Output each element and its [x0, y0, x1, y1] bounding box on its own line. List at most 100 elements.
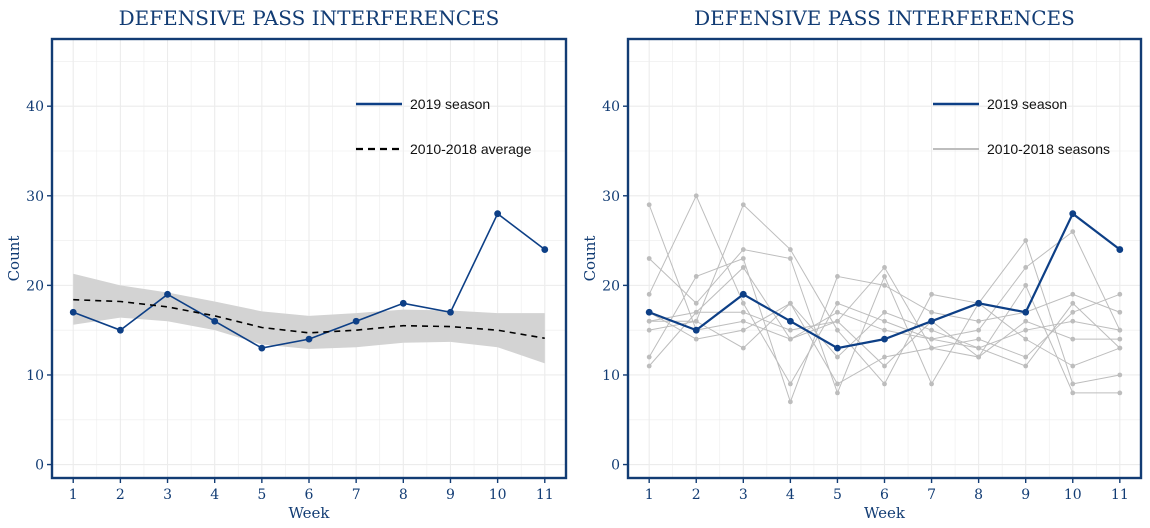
legend-label-average: 2010-2018 average — [410, 141, 532, 157]
history-season-point — [835, 327, 840, 333]
y-tick-label: 30 — [26, 189, 44, 205]
history-season-point — [882, 282, 887, 288]
history-season-point — [740, 247, 746, 252]
history-season-point — [929, 381, 934, 387]
season-2019-point — [211, 317, 219, 325]
history-season-point — [1070, 300, 1076, 306]
legend: 2019 season 2010-2018 average — [356, 96, 532, 157]
history-season-point — [1070, 318, 1076, 324]
history-season-point — [976, 354, 982, 360]
history-season-point — [1023, 265, 1029, 270]
history-season-point — [882, 363, 887, 369]
history-season-point — [693, 318, 699, 324]
season-2019-point — [305, 335, 313, 343]
history-season-point — [740, 202, 746, 208]
history-season-point — [1023, 336, 1029, 342]
history-season-point — [929, 345, 934, 351]
history-season-point — [1070, 229, 1076, 235]
season-2019-point — [1022, 308, 1030, 316]
x-tick-label: 11 — [536, 487, 554, 503]
history-season-point — [835, 390, 840, 396]
average-line — [73, 298, 545, 340]
x-tick-label: 9 — [1021, 487, 1030, 503]
x-tick-label: 10 — [1064, 487, 1082, 503]
history-season-point — [1070, 381, 1076, 387]
season-2019-point — [975, 299, 983, 307]
history-season-point — [882, 381, 887, 387]
legend-label-2019-season: 2019 season — [410, 96, 490, 112]
y-tick-label: 0 — [35, 458, 44, 474]
history-season-point — [740, 309, 746, 315]
history-season-point — [787, 247, 793, 252]
x-tick-label: 2 — [116, 487, 125, 503]
history-season-point — [929, 336, 934, 342]
history-season-point — [835, 274, 840, 279]
history-season-point — [882, 309, 887, 315]
history-season-point — [693, 193, 699, 199]
history-season-point — [1023, 318, 1029, 324]
history-season-point — [1070, 309, 1076, 315]
season-2019-point — [786, 317, 794, 325]
y-tick-label: 40 — [26, 99, 44, 115]
y-axis-title: Count — [581, 236, 599, 282]
history-season-point — [787, 336, 793, 342]
y-tick-label: 20 — [26, 278, 44, 294]
y-tick-label: 40 — [602, 99, 620, 115]
history-season-point — [929, 291, 934, 297]
legend-label-2019-season: 2019 season — [987, 96, 1067, 112]
x-axis-title: Week — [288, 504, 330, 522]
history-season-point — [929, 327, 934, 333]
history-season-point — [646, 291, 652, 297]
season-2019-point — [258, 344, 266, 352]
history-season-point — [882, 318, 887, 324]
history-season-point — [740, 318, 746, 324]
history-season-point — [1117, 291, 1123, 297]
history-season-point — [835, 354, 840, 360]
history-season-point — [693, 274, 699, 279]
season-2019-point — [164, 290, 171, 298]
x-tick-label: 9 — [446, 487, 455, 503]
y-tick-label: 10 — [26, 368, 44, 384]
history-season-point — [835, 318, 840, 324]
season-2019-point — [928, 317, 935, 325]
history-season-point — [976, 318, 982, 324]
y-tick-label: 10 — [602, 368, 620, 384]
history-season-point — [646, 256, 652, 261]
history-season-point — [976, 327, 982, 333]
x-tick-label: 3 — [163, 487, 172, 503]
season-2019-point — [881, 335, 888, 343]
season-2019-point — [645, 308, 653, 316]
history-season-point — [740, 265, 746, 270]
history-season-point — [646, 327, 652, 333]
season-2019-point — [541, 246, 549, 253]
history-season-point — [646, 354, 652, 360]
season-2019-point — [494, 210, 502, 218]
history-season-point — [1070, 363, 1076, 369]
history-season-point — [882, 327, 887, 333]
history-season-point — [787, 399, 793, 405]
history-season-point — [1023, 327, 1029, 333]
history-season-point — [1117, 372, 1123, 378]
y-tick-label: 30 — [602, 189, 620, 205]
x-tick-label: 8 — [399, 487, 408, 503]
season-2019-point — [1116, 246, 1124, 253]
season-2019-point — [739, 290, 747, 298]
x-tick-label: 1 — [645, 487, 654, 503]
history-season-point — [693, 300, 699, 306]
x-tick-label: 2 — [692, 487, 701, 503]
y-tick-label: 0 — [611, 458, 620, 474]
history-season-point — [1070, 291, 1076, 297]
legend-label-history: 2010-2018 seasons — [987, 141, 1110, 157]
history-season-point — [787, 327, 793, 333]
x-tick-label: 8 — [974, 487, 983, 503]
history-season-point — [646, 318, 652, 324]
history-season-point — [787, 256, 793, 261]
history-season-point — [1070, 390, 1076, 396]
history-season-point — [1117, 345, 1123, 351]
history-season-point — [1023, 354, 1029, 360]
x-tick-label: 6 — [880, 487, 889, 503]
grid-lines — [628, 39, 1141, 478]
x-tick-label: 6 — [305, 487, 314, 503]
chart-title: DEFENSIVE PASS INTERFERENCES — [694, 6, 1075, 30]
history-season-point — [1023, 363, 1029, 369]
